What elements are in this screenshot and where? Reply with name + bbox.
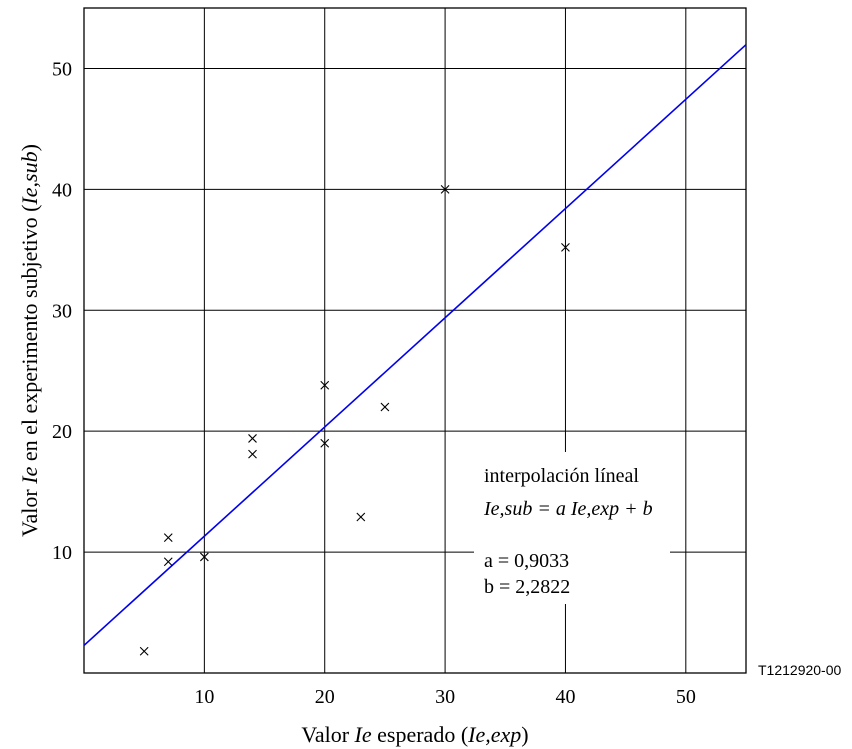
y-tick-label: 20: [52, 421, 72, 443]
data-point-stroke-b: [320, 380, 330, 390]
y-axis-title-ie: Ie: [17, 466, 42, 484]
data-point-stroke-b: [440, 184, 450, 194]
annotation-title: interpolación líneal: [484, 465, 639, 487]
y-axis-title-pre: Valor: [17, 484, 42, 537]
annotation-b-value: b = 2,2822: [484, 576, 570, 598]
data-point: [440, 184, 450, 194]
data-point: [199, 552, 209, 562]
data-points: [139, 184, 570, 656]
data-point: [380, 402, 390, 412]
data-point: [163, 557, 173, 567]
data-point: [139, 646, 149, 656]
figure-id: T1212920-00: [758, 662, 842, 678]
data-point-stroke-b: [248, 449, 257, 459]
data-point-stroke-b: [248, 434, 257, 443]
y-tick-labels: 10 20 30 40 50: [52, 58, 72, 564]
x-tick-label: 50: [676, 686, 696, 708]
fit-line-group: [83, 44, 747, 646]
data-point: [356, 512, 366, 522]
x-axis-title-pre: Valor: [301, 722, 354, 747]
data-point-stroke-b: [320, 438, 330, 448]
data-point-stroke-b: [163, 533, 173, 542]
annotation-equation: Ie,sub = a Ie,exp + b: [483, 498, 653, 520]
data-point: [248, 449, 257, 459]
grid: [84, 8, 746, 673]
x-tick-label: 10: [194, 686, 214, 708]
x-axis-title: Valor Ie esperado (Ie,exp): [301, 722, 528, 747]
data-point: [561, 243, 570, 252]
y-tick-label: 50: [52, 58, 72, 80]
x-axis-title-ie: Ie: [354, 722, 372, 747]
data-point-stroke-b: [199, 552, 209, 562]
data-point: [163, 533, 173, 542]
x-tick-labels: 10 20 30 40 50: [194, 686, 695, 708]
y-axis-title-post: ): [17, 144, 42, 151]
x-axis-title-symbol: Ie,exp: [467, 722, 521, 747]
y-tick-label: 30: [52, 300, 72, 322]
data-point-stroke-b: [356, 512, 366, 522]
data-point-stroke-b: [561, 243, 570, 252]
data-point-stroke-b: [163, 557, 173, 567]
plot-frame: [83, 7, 747, 674]
y-axis-title-mid: en el experimento subjetivo (: [17, 205, 42, 467]
x-tick-label: 30: [435, 686, 455, 708]
annotation-background: [474, 452, 670, 604]
data-point: [320, 438, 330, 448]
data-point-stroke-b: [380, 402, 390, 412]
data-point: [320, 380, 330, 390]
data-point: [248, 434, 257, 443]
x-tick-label: 40: [555, 686, 575, 708]
y-tick-label: 10: [52, 542, 72, 564]
y-axis-title: Valor Ie en el experimento subjetivo (Ie…: [17, 144, 42, 537]
annotation-a-value: a = 0,9033: [484, 550, 569, 572]
x-tick-label: 20: [315, 686, 335, 708]
data-point-stroke-b: [139, 646, 149, 656]
x-axis-title-post: ): [521, 722, 528, 747]
y-tick-label: 40: [52, 179, 72, 201]
y-axis-title-symbol: Ie,sub: [17, 151, 42, 205]
x-axis-title-mid: esperado (: [372, 722, 469, 747]
fit-line: [83, 44, 747, 646]
